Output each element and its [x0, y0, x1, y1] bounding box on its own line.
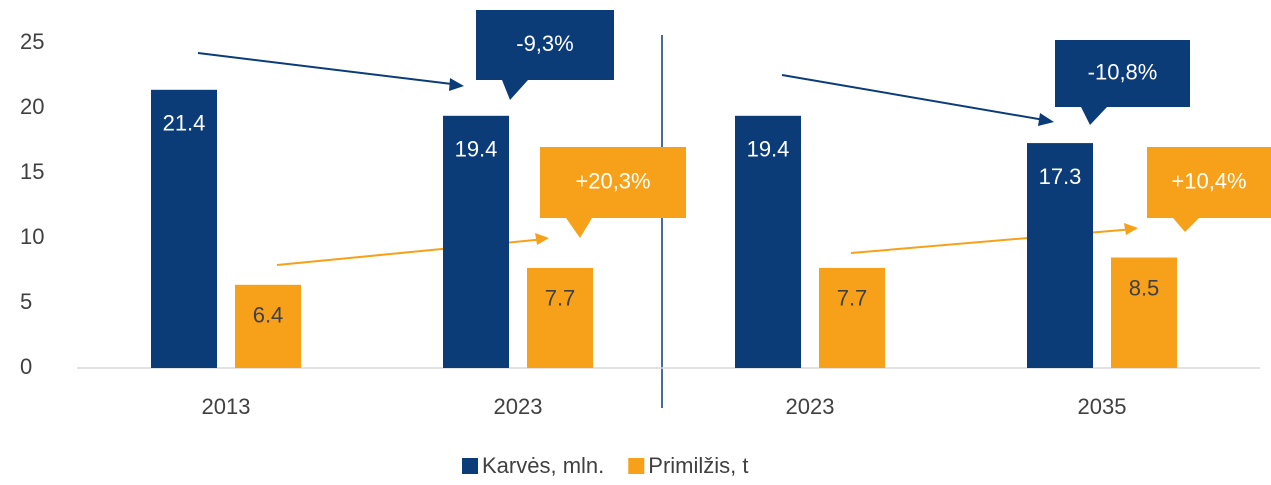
value-label: 6.4 [253, 303, 284, 328]
callout-box [1147, 147, 1271, 232]
legend-label: Karvės, mln. [482, 453, 604, 478]
annotation: -10,8% [1088, 59, 1158, 84]
value-label: 19.4 [455, 137, 498, 162]
annotation: +10,4% [1171, 168, 1246, 193]
value-label: 21.4 [163, 111, 206, 136]
bar [235, 284, 301, 368]
y-tick-label: 25 [20, 29, 44, 54]
legend-label: Primilžis, t [648, 453, 748, 478]
legend-swatch [462, 458, 478, 474]
arrow-head [449, 78, 464, 91]
arrow [197, 52, 461, 86]
arrow-head [535, 233, 549, 245]
callout-box [540, 147, 686, 238]
arrow-head [1124, 223, 1138, 235]
annotation: -9,3% [516, 31, 573, 56]
callout-box [476, 10, 614, 100]
value-label: 19.4 [747, 137, 790, 162]
x-tick-label: 2023 [786, 394, 835, 419]
value-label: 7.7 [545, 286, 576, 311]
y-tick-label: 20 [20, 94, 44, 119]
value-label: 17.3 [1039, 164, 1082, 189]
annotation: +20,3% [575, 168, 650, 193]
legend-swatch [628, 458, 645, 474]
y-tick-label: 0 [20, 354, 32, 379]
y-tick-label: 15 [20, 159, 44, 184]
value-label: 7.7 [837, 286, 868, 311]
bar [819, 267, 885, 368]
arrow [781, 74, 1051, 122]
y-tick-label: 10 [20, 224, 44, 249]
value-label: 8.5 [1129, 275, 1160, 300]
bar [151, 89, 217, 369]
bar [735, 115, 801, 368]
x-tick-label: 2023 [494, 394, 543, 419]
x-tick-label: 2013 [202, 394, 251, 419]
callout-box [1055, 40, 1190, 125]
x-tick-label: 2035 [1078, 394, 1127, 419]
bar [443, 115, 509, 368]
bar [527, 267, 593, 368]
y-tick-label: 5 [20, 289, 32, 314]
bar [1027, 143, 1093, 368]
arrow-head [1038, 113, 1054, 126]
bar [1111, 257, 1177, 368]
